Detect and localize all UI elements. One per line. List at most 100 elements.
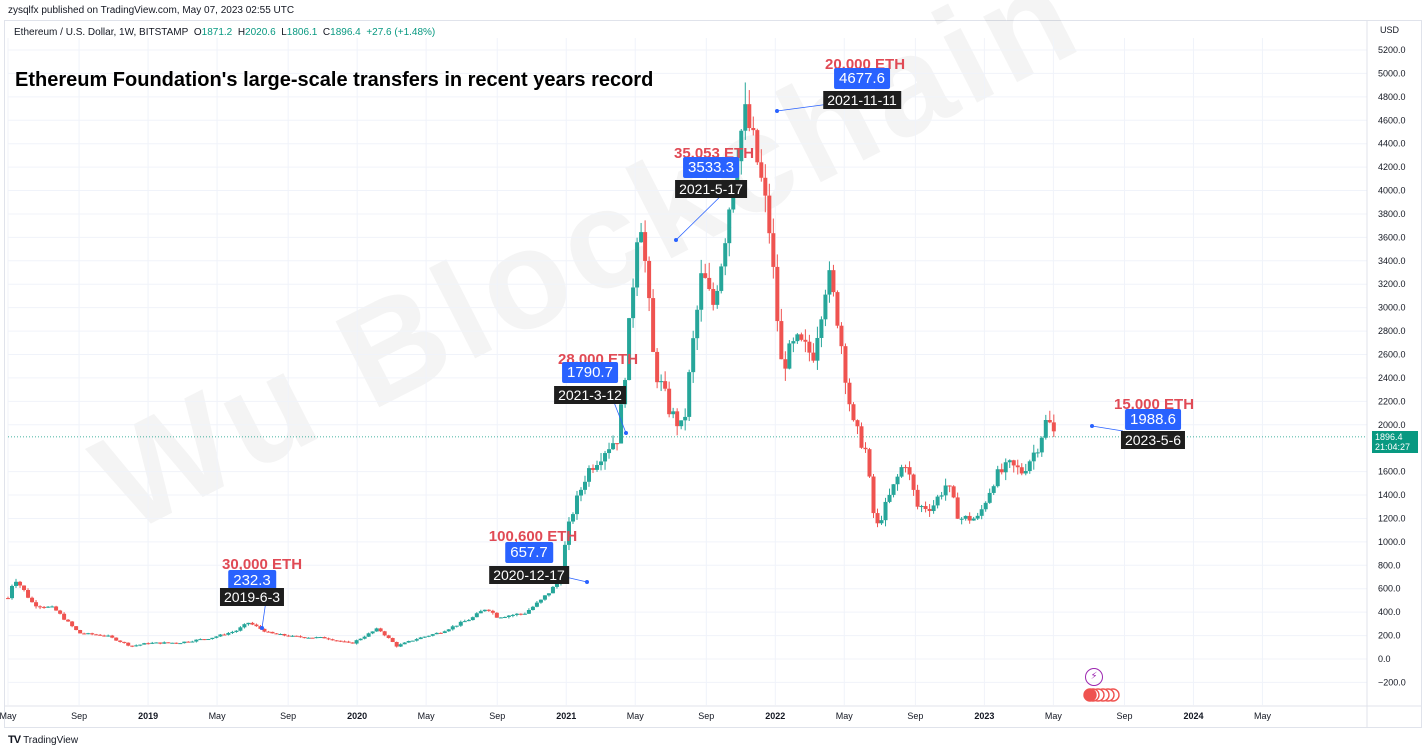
candle-body — [807, 341, 812, 353]
candle-body — [446, 629, 451, 632]
candle-body — [346, 641, 351, 643]
transfer-price-label[interactable]: 3533.3 — [683, 157, 739, 178]
candle-body — [607, 449, 612, 454]
symbol-legend[interactable]: Ethereum / U.S. Dollar, 1W, BITSTAMP O18… — [14, 27, 435, 38]
candle-body — [667, 388, 672, 415]
lightning-icon[interactable]: ⚡ — [1085, 668, 1103, 686]
candle-body — [502, 617, 507, 619]
candle-body — [294, 635, 299, 637]
candle-body — [390, 638, 395, 642]
candle-body — [831, 270, 836, 293]
y-tick-label: 3600.0 — [1378, 232, 1406, 242]
candle-body — [695, 309, 700, 339]
candle-body — [154, 642, 159, 644]
candle-body — [518, 613, 523, 615]
candle-body — [755, 130, 760, 163]
transfer-date-label: 2023-5-6 — [1120, 431, 1186, 449]
y-tick-label: −200.0 — [1378, 677, 1406, 687]
candle-body — [186, 641, 191, 643]
candle-body — [314, 637, 319, 639]
x-tick-label: May — [1254, 711, 1272, 721]
candle-body — [615, 443, 620, 445]
candle-body — [550, 586, 555, 594]
candle-body — [647, 260, 652, 299]
ohlc-high-label: H — [237, 27, 246, 38]
candle-body — [723, 243, 728, 267]
candle-body — [122, 641, 127, 643]
tradingview-logo-icon: TV — [8, 734, 21, 746]
y-tick-label: 400.0 — [1378, 607, 1401, 617]
candle-body — [386, 635, 391, 639]
annotation-point — [674, 238, 678, 242]
x-tick-label: Sep — [489, 711, 505, 721]
candle-body — [1047, 420, 1052, 423]
candle-body — [46, 606, 51, 608]
x-tick-label: Sep — [907, 711, 923, 721]
x-tick-label: Sep — [71, 711, 87, 721]
publisher-line: zysqlfx published on TradingView.com, Ma… — [8, 5, 295, 16]
candle-body — [282, 633, 287, 636]
candle-body — [767, 195, 772, 234]
candle-body — [430, 634, 435, 636]
candle-body — [118, 640, 123, 642]
candle-body — [470, 617, 475, 621]
candle-body — [162, 642, 167, 644]
candle-body — [6, 598, 10, 600]
y-tick-label: 1600.0 — [1378, 467, 1406, 477]
transfer-date-label: 2021-5-17 — [675, 180, 747, 198]
candle-body — [891, 484, 896, 495]
candle-body — [74, 626, 79, 631]
candle-body — [943, 485, 948, 496]
y-tick-label: 600.0 — [1378, 584, 1401, 594]
candle-body — [791, 341, 796, 344]
candle-body — [70, 621, 75, 627]
candle-body — [691, 338, 696, 373]
candle-body — [595, 465, 600, 470]
transfer-date-label: 2021-11-11 — [823, 91, 901, 109]
transfer-price-label[interactable]: 1988.6 — [1125, 409, 1181, 430]
transfer-price-label[interactable]: 1790.7 — [562, 362, 618, 383]
candle-body — [1003, 462, 1008, 473]
candle-body — [867, 449, 872, 477]
candle-body — [683, 416, 688, 421]
symbol-name[interactable]: Ethereum / U.S. Dollar, 1W, BITSTAMP — [14, 27, 189, 38]
y-tick-label: 2400.0 — [1378, 373, 1406, 383]
candle-body — [298, 636, 303, 638]
transfer-price-label[interactable]: 232.3 — [228, 570, 276, 591]
candle-body — [795, 334, 800, 342]
events-icon[interactable] — [1083, 688, 1121, 702]
candle-body — [1039, 437, 1044, 453]
candle-body — [482, 609, 487, 612]
candle-body — [66, 619, 71, 622]
candle-body — [991, 486, 996, 493]
transfer-price-label[interactable]: 657.7 — [505, 542, 553, 563]
candle-body — [210, 637, 215, 640]
candle-body — [711, 289, 716, 305]
candle-body — [302, 637, 307, 639]
candle-body — [1027, 461, 1032, 472]
candle-body — [362, 636, 367, 639]
candle-body — [823, 294, 828, 320]
y-tick-label: 2600.0 — [1378, 350, 1406, 360]
candle-body — [971, 518, 976, 521]
candle-body — [895, 476, 900, 485]
x-tick-label: May — [1045, 711, 1063, 721]
tradingview-brand[interactable]: TV TradingView — [8, 734, 78, 746]
candle-body — [835, 292, 840, 326]
candle-body — [963, 515, 968, 519]
candle-body — [727, 209, 732, 244]
candle-body — [438, 632, 443, 634]
candle-body — [42, 606, 47, 608]
candle-body — [1051, 422, 1056, 432]
candle-body — [771, 233, 776, 267]
candle-body — [458, 621, 463, 626]
candle-body — [603, 453, 608, 462]
candle-body — [522, 613, 527, 615]
bar-countdown: 21:04:27 — [1375, 442, 1411, 452]
candle-body — [779, 321, 784, 360]
candle-body — [907, 467, 912, 475]
transfer-price-label[interactable]: 4677.6 — [834, 68, 890, 89]
candle-body — [827, 270, 832, 295]
candle-body — [198, 639, 203, 641]
